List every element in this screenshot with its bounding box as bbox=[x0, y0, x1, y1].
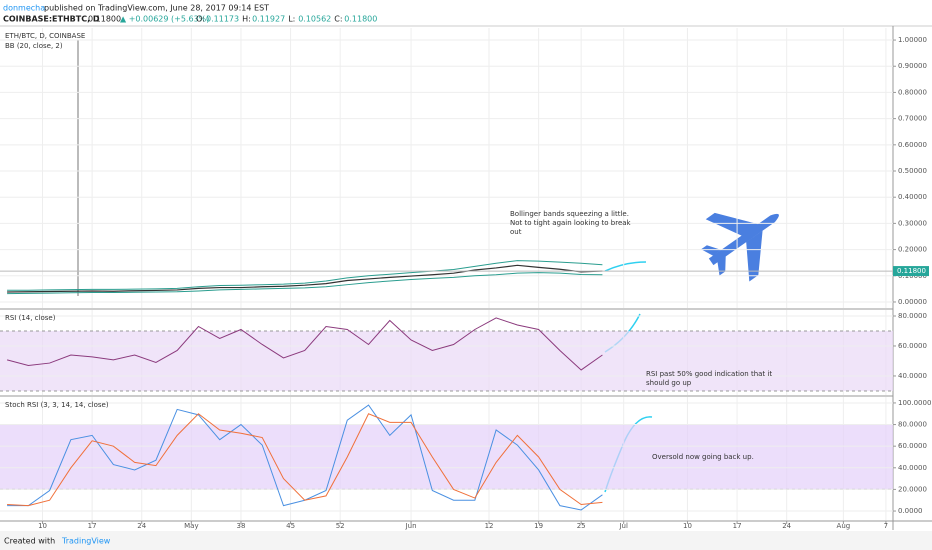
pane-title: ETH/BTC, D, COINBASE bbox=[5, 32, 85, 40]
annotation: Oversold now going back up. bbox=[652, 453, 754, 461]
x-tick-label: 10 bbox=[38, 522, 47, 530]
price-tag bbox=[893, 266, 929, 277]
x-tick-label: 24 bbox=[782, 522, 791, 530]
y-tick-label: 80.0000 bbox=[898, 312, 927, 320]
x-tick-label: Aug bbox=[837, 522, 851, 530]
annotation: RSI past 50% good indication that it bbox=[646, 370, 772, 378]
published: published on TradingView.com, June 28, 2… bbox=[44, 4, 269, 13]
y-tick-label: 80.0000 bbox=[898, 421, 927, 429]
annotation: should go up bbox=[646, 379, 692, 387]
footer-text: Created with bbox=[4, 537, 55, 546]
x-tick-label: Jun bbox=[405, 522, 417, 530]
y-tick-label: 0.90000 bbox=[898, 62, 927, 70]
y-tick-label: 0.60000 bbox=[898, 141, 927, 149]
annotation: Not to tight again looking to break bbox=[510, 219, 632, 227]
series-line bbox=[7, 272, 603, 295]
y-tick-label: 0.30000 bbox=[898, 219, 927, 227]
y-tick-label: 0.0000 bbox=[898, 507, 923, 515]
x-tick-label: 12 bbox=[485, 522, 494, 530]
price-label: 0.11800 bbox=[897, 267, 926, 275]
ohlc: O: 0.11173 H: 0.11927 L: 0.10562 C: 0.11800 bbox=[196, 15, 377, 24]
y-tick-label: 100.0000 bbox=[898, 399, 931, 407]
price: 0.11800 bbox=[88, 15, 121, 24]
symbol: COINBASE:ETHBTC, D bbox=[3, 15, 100, 24]
ohlc-label: C: bbox=[334, 15, 342, 24]
y-tick-label: 60.0000 bbox=[898, 342, 927, 350]
x-tick-label: 17 bbox=[733, 522, 742, 530]
x-tick-label: 38 bbox=[237, 522, 246, 530]
y-tick-label: 0.80000 bbox=[898, 88, 927, 96]
x-tick-label: 7 bbox=[884, 522, 888, 530]
pane-title: Stoch RSI (3, 3, 14, 14, close) bbox=[5, 401, 109, 409]
y-tick-label: 0.40000 bbox=[898, 193, 927, 201]
change: ▲ +0.00629 (+5.63%) bbox=[120, 15, 209, 24]
ohlc-value: 0.11927 bbox=[252, 15, 285, 24]
drawing bbox=[604, 261, 647, 272]
y-tick-label: 0.70000 bbox=[898, 115, 927, 123]
y-tick-label: 60.0000 bbox=[898, 442, 927, 450]
series-line bbox=[7, 260, 603, 291]
y-tick-label: 40.0000 bbox=[898, 372, 927, 380]
series-line bbox=[7, 264, 603, 293]
x-tick-label: 10 bbox=[683, 522, 692, 530]
x-tick-label: 25 bbox=[577, 522, 586, 530]
ohlc-value: 0.11800 bbox=[344, 15, 377, 24]
ohlc-value: 0.11173 bbox=[206, 15, 239, 24]
x-tick-label: 45 bbox=[286, 522, 295, 530]
y-tick-label: 1.00000 bbox=[898, 36, 927, 44]
ohlc-label: L: bbox=[288, 15, 295, 24]
footer-brand[interactable]: TradingView bbox=[61, 537, 111, 546]
x-tick-label: 52 bbox=[336, 522, 345, 530]
author[interactable]: donmecha bbox=[3, 4, 45, 13]
x-tick-label: 19 bbox=[534, 522, 543, 530]
ohlc-label: H: bbox=[242, 15, 251, 24]
ohlc-label: O: bbox=[196, 15, 205, 24]
y-tick-label: 0.20000 bbox=[898, 246, 927, 254]
footer bbox=[0, 531, 932, 550]
y-tick-label: 0.50000 bbox=[898, 167, 927, 175]
y-tick-label: 20.0000 bbox=[898, 485, 927, 493]
airplane-icon bbox=[701, 212, 779, 282]
x-tick-label: Jul bbox=[618, 522, 628, 530]
pane-title: RSI (14, close) bbox=[5, 314, 56, 322]
y-tick-label: 0.00000 bbox=[898, 298, 927, 306]
x-tick-label: 24 bbox=[137, 522, 146, 530]
annotation: out bbox=[510, 228, 522, 236]
series-line bbox=[7, 413, 603, 507]
y-tick-label: 40.0000 bbox=[898, 464, 927, 472]
series-line bbox=[6, 317, 603, 371]
annotation: Bollinger bands squeezing a little. bbox=[510, 210, 629, 218]
x-tick-label: 17 bbox=[88, 522, 97, 530]
x-tick-label: May bbox=[184, 522, 198, 530]
band bbox=[0, 424, 893, 490]
band bbox=[0, 330, 893, 391]
ohlc-value: 0.10562 bbox=[298, 15, 331, 24]
pane-subtitle: BB (20, close, 2) bbox=[5, 42, 63, 50]
